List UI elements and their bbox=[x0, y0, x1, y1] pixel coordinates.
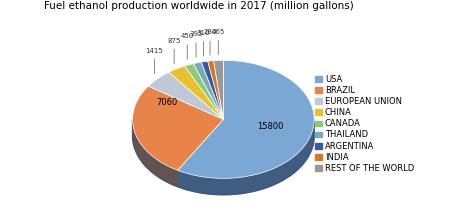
Text: 465: 465 bbox=[211, 29, 225, 55]
Text: 310: 310 bbox=[197, 30, 210, 56]
Text: 280: 280 bbox=[203, 29, 217, 55]
Polygon shape bbox=[133, 86, 223, 170]
Polygon shape bbox=[201, 61, 223, 119]
Polygon shape bbox=[148, 72, 223, 119]
Text: 395: 395 bbox=[189, 31, 203, 57]
Title: Fuel ethanol production worldwide in 2017 (million gallons): Fuel ethanol production worldwide in 201… bbox=[44, 1, 354, 11]
Polygon shape bbox=[178, 60, 314, 178]
Polygon shape bbox=[208, 61, 223, 119]
Polygon shape bbox=[133, 120, 178, 187]
Polygon shape bbox=[184, 64, 223, 119]
Text: 15800: 15800 bbox=[257, 122, 284, 131]
Text: 450: 450 bbox=[181, 33, 194, 59]
Text: 875: 875 bbox=[167, 38, 181, 63]
Text: 7060: 7060 bbox=[156, 99, 178, 107]
Polygon shape bbox=[178, 122, 314, 195]
Text: 1415: 1415 bbox=[146, 48, 163, 74]
Polygon shape bbox=[133, 119, 314, 195]
Polygon shape bbox=[169, 66, 223, 119]
Polygon shape bbox=[193, 62, 223, 119]
Legend: USA, BRAZIL, EUROPEAN UNION, CHINA, CANADA, THAILAND, ARGENTINA, INDIA, REST OF : USA, BRAZIL, EUROPEAN UNION, CHINA, CANA… bbox=[315, 75, 414, 173]
Polygon shape bbox=[214, 60, 223, 119]
